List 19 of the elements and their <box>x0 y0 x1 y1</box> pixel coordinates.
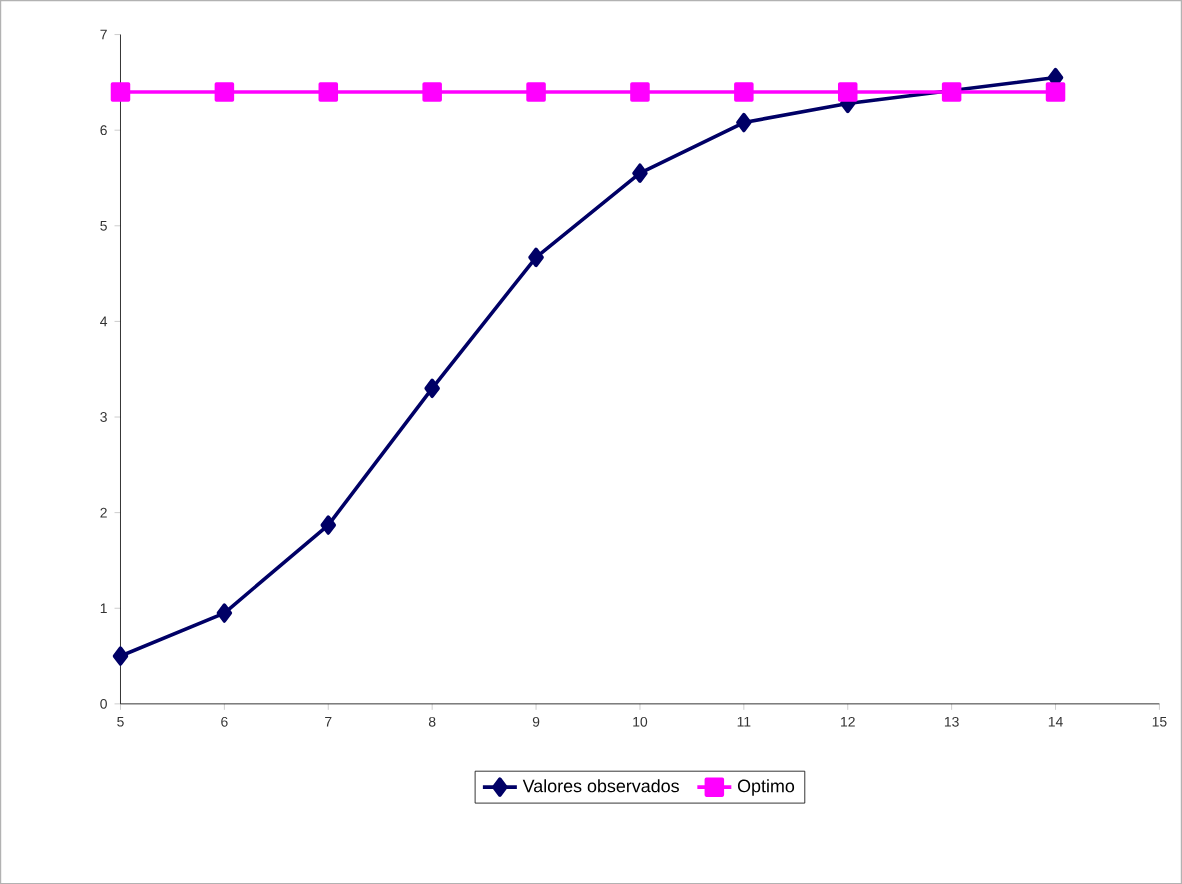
point <box>214 82 235 102</box>
point <box>320 515 337 535</box>
point <box>110 82 131 102</box>
point <box>422 82 442 102</box>
point <box>734 82 754 102</box>
point <box>318 82 339 102</box>
point <box>1045 82 1066 102</box>
point <box>632 163 648 183</box>
point <box>941 82 962 102</box>
point <box>216 603 233 623</box>
point <box>424 378 440 398</box>
legend-label: Optimo <box>737 779 795 796</box>
point <box>630 82 650 102</box>
legend-label: Valores observados <box>522 779 679 793</box>
point <box>528 247 544 267</box>
point <box>112 646 129 666</box>
point <box>736 112 752 133</box>
point <box>837 82 858 102</box>
point <box>526 82 546 102</box>
